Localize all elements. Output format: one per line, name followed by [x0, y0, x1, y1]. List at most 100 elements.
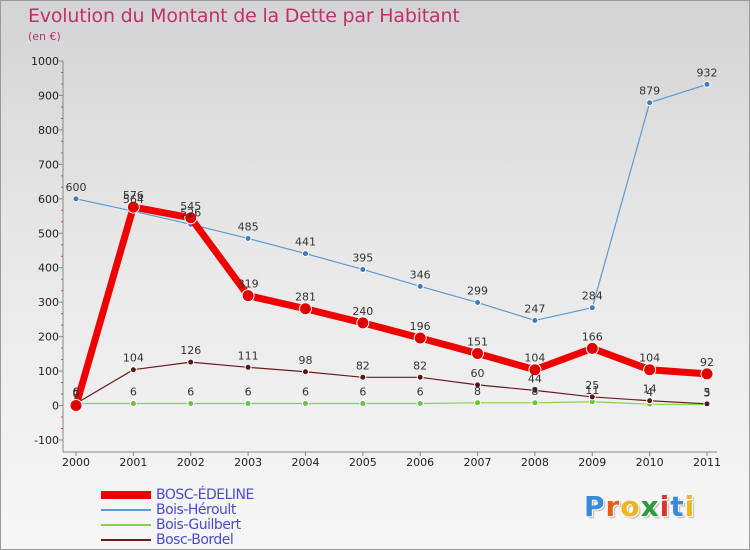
x-tick-label: 2003 — [234, 456, 262, 469]
data-point-bosc-deline — [126, 200, 140, 214]
x-tick-label: 2011 — [693, 456, 721, 469]
data-label-bosc-deline: 545 — [180, 200, 201, 213]
series-line-bois-guilbert — [76, 401, 708, 406]
data-point-bosc-bordel — [301, 368, 309, 376]
chart-title: Evolution du Montant de la Dette par Hab… — [28, 5, 460, 27]
y-tick-label: 1000 — [31, 55, 59, 68]
y-tick-label: 100 — [38, 365, 59, 378]
data-point-bois-guilbert — [474, 399, 482, 407]
data-point-bosc-bordel — [646, 397, 654, 405]
data-label-bois-h-roult: 395 — [352, 251, 373, 264]
data-label-bosc-deline: 576 — [123, 189, 144, 202]
x-tick-label: 2001 — [119, 456, 147, 469]
data-label-bosc-deline: 319 — [238, 278, 259, 291]
x-tick-label: 2004 — [291, 456, 319, 469]
x-tick-label: 2010 — [636, 456, 664, 469]
y-tick-label: 500 — [38, 227, 59, 240]
chart-unit-label: (en €) — [28, 30, 61, 43]
data-label-bois-h-roult: 526 — [180, 206, 201, 219]
legend-item: Bosc-Bordel — [101, 532, 321, 548]
data-point-bois-guilbert — [531, 399, 539, 407]
x-tick-label: 2007 — [464, 456, 492, 469]
data-point-bosc-deline — [241, 289, 255, 303]
y-tick-label: 600 — [38, 193, 59, 206]
data-label-bosc-deline: 104 — [524, 352, 545, 365]
x-tick-label: 2005 — [349, 456, 377, 469]
data-point-bois-h-roult — [301, 250, 309, 258]
data-point-bois-h-roult — [588, 304, 596, 312]
data-label-bosc-bordel: 104 — [123, 352, 144, 365]
data-label-bois-guilbert: 8 — [531, 385, 538, 398]
data-label-bois-guilbert: 6 — [245, 385, 252, 398]
data-point-bosc-bordel — [416, 373, 424, 381]
data-point-bosc-deline — [700, 367, 714, 381]
y-tick-label: 300 — [38, 296, 59, 309]
data-label-bois-guilbert: 11 — [585, 384, 599, 397]
data-point-bosc-deline — [69, 399, 83, 413]
y-tick-label: -100 — [34, 434, 59, 447]
x-tick-label: 2006 — [406, 456, 434, 469]
data-label-bosc-deline: 240 — [352, 305, 373, 318]
data-point-bosc-deline — [528, 363, 542, 377]
data-label-bosc-bordel: 44 — [528, 372, 542, 385]
proxiti-logo: Proxiti — [584, 490, 696, 523]
data-label-bosc-bordel: 126 — [180, 344, 201, 357]
data-point-bois-h-roult — [416, 282, 424, 290]
legend-item: Bois-Héroult — [101, 502, 321, 518]
data-label-bois-guilbert: 6 — [73, 385, 80, 398]
series-line-bosc-deline — [72, 203, 708, 407]
legend-label: Bois-Guilbert — [156, 517, 241, 533]
data-label-bois-guilbert: 6 — [359, 385, 366, 398]
data-point-bosc-bordel — [588, 393, 596, 401]
legend-swatch — [101, 524, 151, 526]
legend-swatch — [101, 539, 151, 541]
data-point-bois-h-roult — [359, 265, 367, 273]
data-label-bois-guilbert: 3 — [704, 387, 711, 400]
legend-label: Bois-Héroult — [156, 502, 236, 518]
data-point-bois-guilbert — [129, 399, 137, 407]
data-point-bosc-deline — [356, 316, 370, 330]
y-tick-label: 900 — [38, 89, 59, 102]
data-point-bois-guilbert — [416, 399, 424, 407]
legend-swatch — [101, 509, 151, 511]
data-point-bois-h-roult — [646, 99, 654, 107]
data-label-bosc-deline: 166 — [582, 330, 603, 343]
data-point-bois-guilbert — [187, 399, 195, 407]
data-label-bois-guilbert: 4 — [646, 386, 653, 399]
data-label-bois-guilbert: 8 — [474, 385, 481, 398]
data-point-bois-h-roult — [244, 234, 252, 242]
data-point-bosc-deline — [643, 363, 657, 377]
y-tick-label: 200 — [38, 331, 59, 344]
series-line-bosc-bordel — [75, 361, 708, 405]
data-point-bosc-bordel — [474, 381, 482, 389]
data-point-bois-guilbert — [301, 399, 309, 407]
data-label-bois-guilbert: 6 — [417, 385, 424, 398]
legend-label: Bosc-Bordel — [156, 532, 234, 548]
chart-series — [69, 80, 714, 413]
data-label-bosc-bordel: 60 — [471, 367, 485, 380]
data-label-bois-h-roult: 346 — [410, 268, 431, 281]
x-tick-label: 2009 — [578, 456, 606, 469]
data-point-bois-guilbert — [244, 399, 252, 407]
legend-item: BOSC-ÉDELINE — [101, 487, 321, 503]
data-label-bosc-bordel: 111 — [238, 349, 259, 362]
legend-item: Bois-Guilbert — [101, 517, 321, 533]
x-tick-label: 2002 — [177, 456, 205, 469]
data-point-bosc-bordel — [359, 373, 367, 381]
series-line-bois-h-roult — [75, 83, 708, 322]
data-label-bois-h-roult: 564 — [123, 193, 144, 206]
data-point-bosc-bordel — [703, 400, 711, 408]
y-tick-label: 800 — [38, 124, 59, 137]
data-label-bois-h-roult: 932 — [697, 66, 718, 79]
data-point-bosc-deline — [413, 331, 427, 345]
y-tick-label: 700 — [38, 158, 59, 171]
data-label-bosc-bordel: 6 — [73, 385, 80, 398]
data-point-bosc-bordel — [531, 386, 539, 394]
data-point-bois-guilbert — [359, 399, 367, 407]
data-label-bosc-bordel: 5 — [704, 386, 711, 399]
data-label-bosc-deline: 0 — [73, 388, 80, 401]
data-label-bois-h-roult: 299 — [467, 285, 488, 298]
data-point-bois-h-roult — [72, 195, 80, 203]
data-label-bosc-deline: 196 — [410, 320, 431, 333]
